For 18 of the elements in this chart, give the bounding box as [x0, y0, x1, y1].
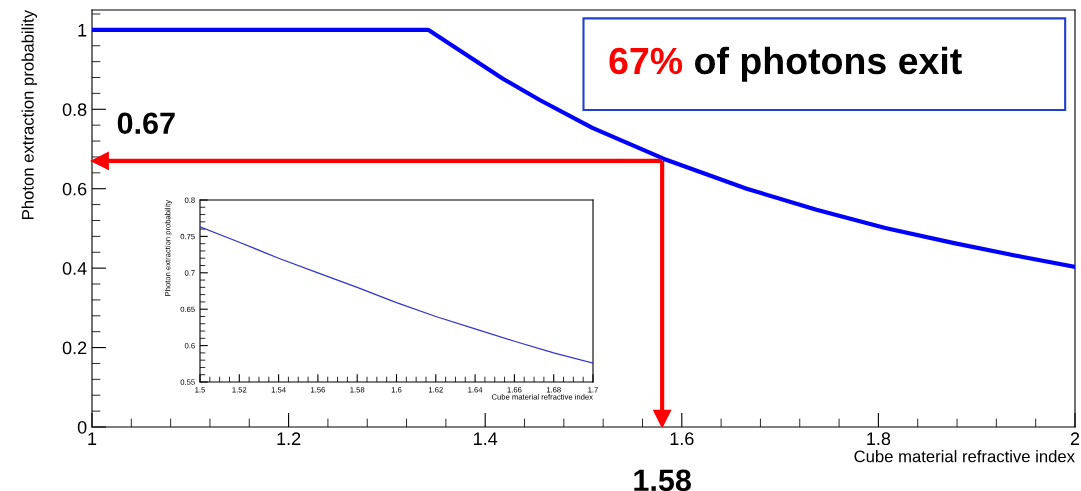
x-tick-label: 1.8: [867, 432, 891, 446]
y-tick-label: 0.8: [62, 103, 87, 117]
ref-line-label: 1.58: [634, 469, 691, 491]
x-tick-label: 1.4: [474, 432, 498, 445]
x-tick-label: 1: [88, 432, 97, 445]
y-tick-label: 0.6: [62, 182, 87, 196]
x-tick-label: 2: [1070, 432, 1080, 445]
annotation: 67%: [609, 47, 683, 75]
y-axis-title: Photon extraction probability: [21, 10, 38, 219]
y-tick-label: 0: [77, 420, 87, 434]
y-tick-label: 0.4: [62, 262, 87, 275]
x-axis-title: Cube material refractive index: [854, 450, 1075, 463]
y-tick-label: 0.2: [62, 341, 87, 355]
annotation: of photons exit: [695, 46, 962, 82]
ref-line-label: 0.67: [117, 112, 175, 135]
y-tick-label: 1: [78, 23, 87, 37]
x-tick-label: 1.6: [670, 432, 694, 446]
x-tick-label: 1.2: [277, 432, 301, 445]
